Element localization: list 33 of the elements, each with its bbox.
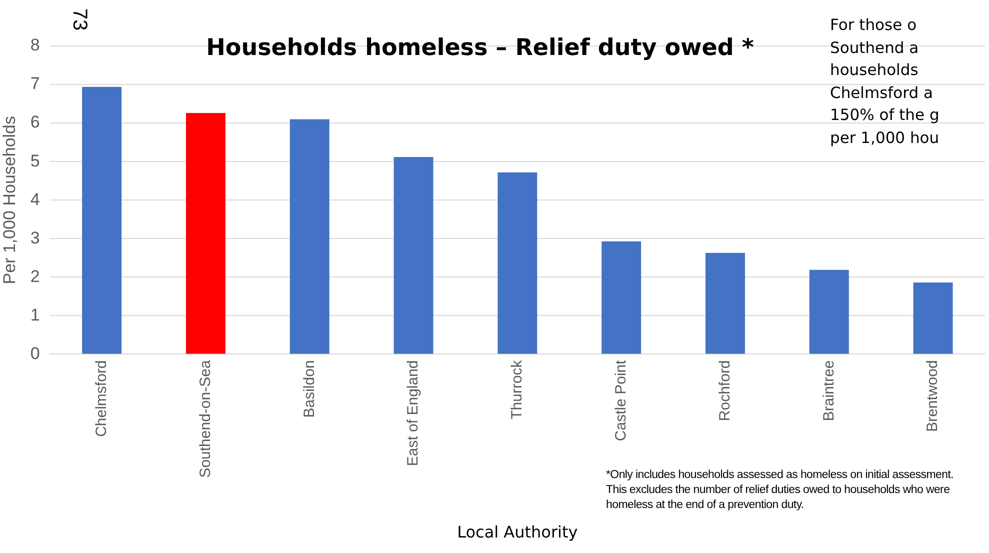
y-tick-label: 8 xyxy=(30,36,40,55)
x-tick-label: East of England xyxy=(404,360,422,466)
x-tick-label: Brentwood xyxy=(924,360,942,432)
x-tick-label: Basildon xyxy=(300,360,318,418)
x-axis-title: Local Authority xyxy=(457,522,578,542)
y-tick-label: 5 xyxy=(30,151,40,170)
y-tick-label: 1 xyxy=(30,305,40,324)
bar xyxy=(809,270,849,354)
bar xyxy=(186,113,226,354)
y-axis-title: Per 1,000 Households xyxy=(0,116,19,284)
bar xyxy=(705,252,745,354)
bar xyxy=(394,156,434,354)
bar xyxy=(913,282,953,354)
text: 73 xyxy=(68,8,91,31)
x-tick-label: Braintree xyxy=(820,360,838,422)
text: *Only includes households assessed as homeless on initial assessment. This excludes the number of relief duties owed to households who were homeless at the end of a prevention duty. xyxy=(606,468,954,513)
y-tick-label: 4 xyxy=(30,190,40,209)
annotation: For those o Southend a households Chelmsford a 150% of the g per 1,000 hou xyxy=(830,15,940,148)
y-tick-label: 2 xyxy=(30,266,40,286)
bar xyxy=(498,172,538,354)
x-tick-label: Chelmsford xyxy=(92,360,110,437)
x-tick-label: Thurrock xyxy=(508,360,526,420)
x-tick-label: Southend-on-Sea xyxy=(196,360,214,478)
bar xyxy=(290,119,330,354)
y-tick-label: 6 xyxy=(30,112,40,132)
chart-title: Households homeless – Relief duty owed * xyxy=(206,34,754,61)
x-tick-label: Rochford xyxy=(716,360,734,422)
bar xyxy=(602,241,642,354)
y-tick-label: 0 xyxy=(30,344,40,363)
bar xyxy=(82,86,122,354)
y-tick-label: 7 xyxy=(30,74,40,94)
y-tick-label: 3 xyxy=(30,228,40,248)
x-tick-label: Castle Point xyxy=(612,359,630,442)
